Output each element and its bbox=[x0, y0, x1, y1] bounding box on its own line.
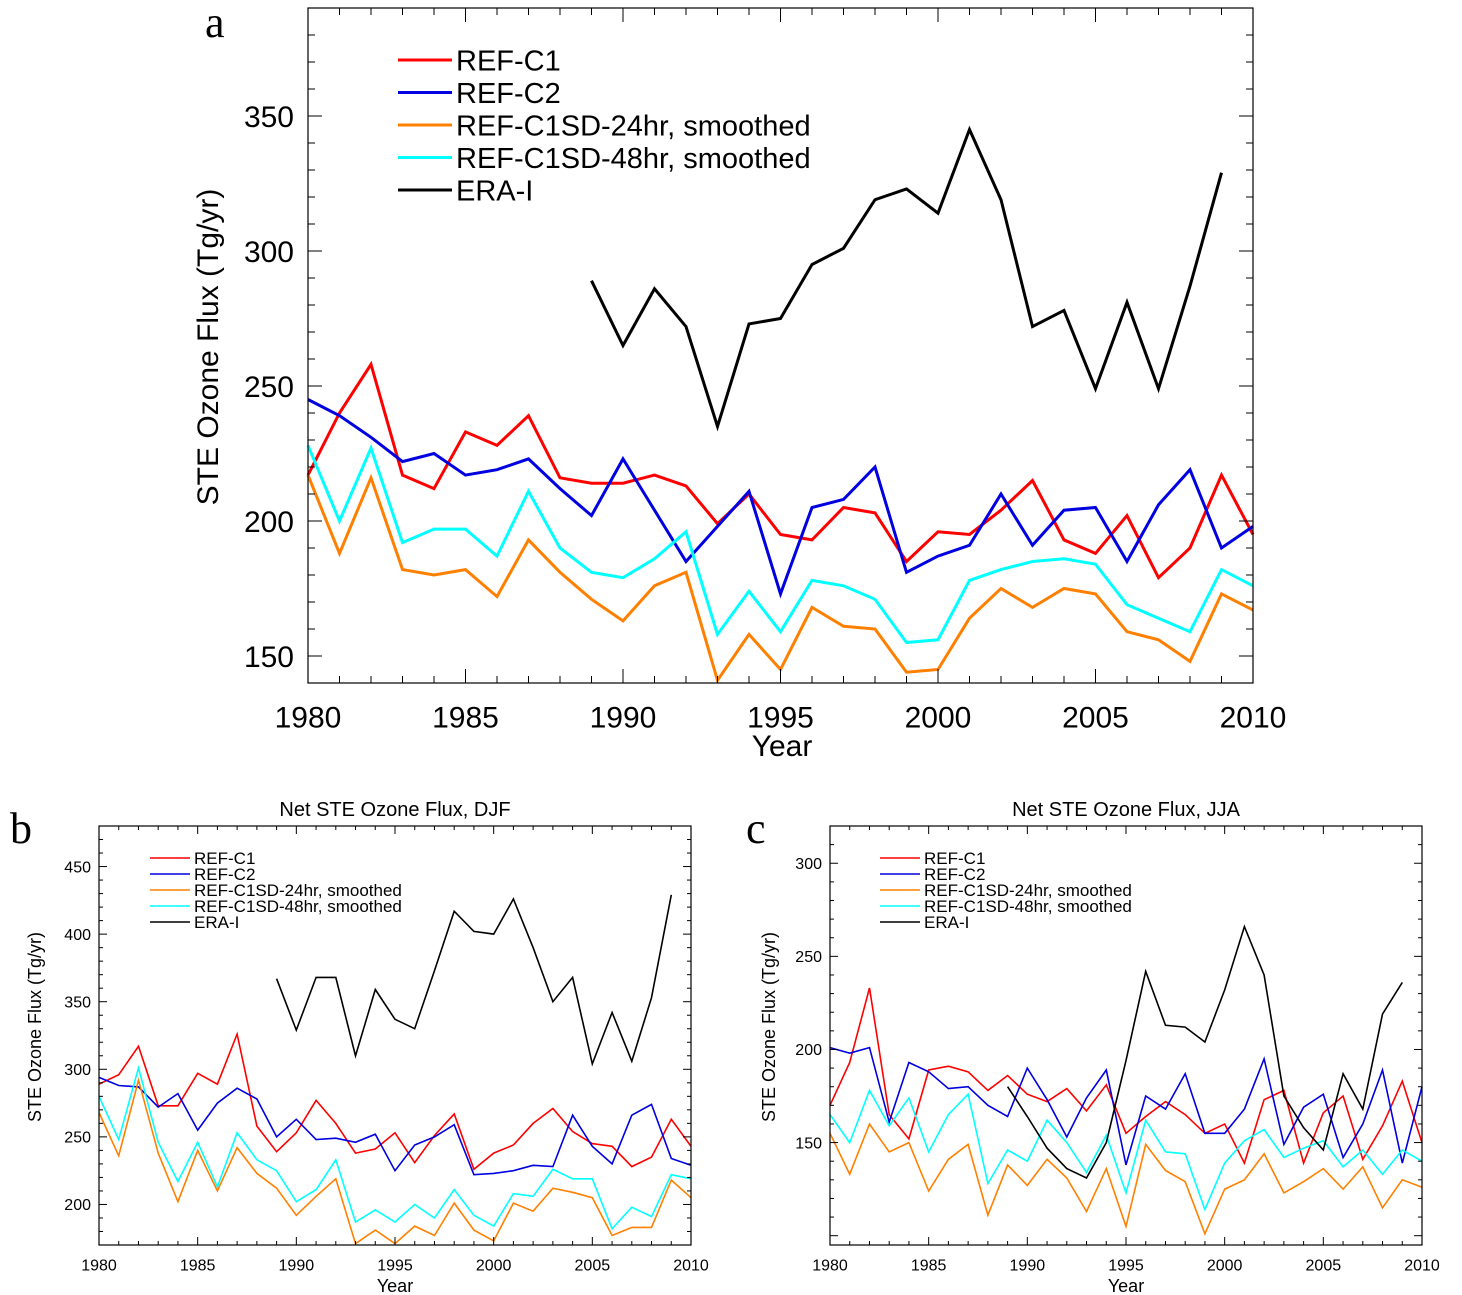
panel-a-series-era-i bbox=[590, 125, 1223, 432]
panel-b-y-tick-label: 450 bbox=[64, 859, 91, 876]
panel-a-y-tick-label: 200 bbox=[244, 506, 294, 539]
panel-a: a Year STE Ozone Flux (Tg/yr) 1980 1985 19… bbox=[192, 0, 1286, 763]
panel-b-series-ref-c1sd-48hr-smoothed bbox=[98, 1064, 692, 1231]
panel-b-xlabel: Year bbox=[377, 1276, 413, 1295]
panel-b-x-tick-label: 1985 bbox=[180, 1258, 216, 1275]
panel-c-title: Net STE Ozone Flux, JJA bbox=[1012, 799, 1241, 821]
panel-c-legend-label: REF-C1 bbox=[924, 849, 985, 868]
panel-b-ylabel: STE Ozone Flux (Tg/yr) bbox=[25, 932, 45, 1122]
panel-b-y-tick-label: 350 bbox=[64, 994, 91, 1011]
panel-b-legend-label: REF-C1SD-24hr, smoothed bbox=[194, 881, 402, 900]
panel-b-y-tick-label: 200 bbox=[64, 1197, 91, 1214]
panel-a-x-tick-label: 1980 bbox=[275, 702, 342, 735]
panel-c-legend-label: REF-C1SD-48hr, smoothed bbox=[924, 897, 1132, 916]
panel-a-ylabel: STE Ozone Flux (Tg/yr) bbox=[192, 189, 225, 506]
panel-b-series-era-i bbox=[275, 894, 673, 1067]
panel-a-x-tick-label: 2010 bbox=[1220, 702, 1287, 735]
panel-c-x-tick-label: 1980 bbox=[812, 1258, 848, 1275]
panel-c-y-tick-label: 250 bbox=[795, 949, 822, 966]
panel-c-y-tick-label: 150 bbox=[795, 1135, 822, 1152]
panel-b-x-tick-label: 2010 bbox=[673, 1258, 709, 1275]
panel-c-x-tick-label: 2005 bbox=[1306, 1258, 1342, 1275]
panel-c-series-ref-c1sd-48hr-smoothed bbox=[829, 1088, 1423, 1212]
panel-a-y-tick-label: 250 bbox=[244, 371, 294, 404]
panel-b-y-tick-label: 300 bbox=[64, 1062, 91, 1079]
panel-b-x-tick-label: 1990 bbox=[279, 1258, 315, 1275]
panel-c-series-ref-c1sd-24hr-smoothed bbox=[829, 1122, 1423, 1236]
panel-c-legend-label: REF-C1SD-24hr, smoothed bbox=[924, 881, 1132, 900]
panel-c-y-tick-label: 300 bbox=[795, 856, 822, 873]
panel-a-legend-label: REF-C1SD-24hr, smoothed bbox=[456, 110, 811, 142]
panel-letter-c: c bbox=[746, 804, 766, 853]
panel-a-series-ref-c1sd-48hr-smoothed bbox=[306, 443, 1254, 645]
panel-a-x-tick-label: 2000 bbox=[905, 702, 972, 735]
panel-b-x-tick-label: 2005 bbox=[575, 1258, 611, 1275]
panel-b-x-tick-label: 2000 bbox=[476, 1258, 512, 1275]
panel-c-x-tick-label: 1995 bbox=[1108, 1258, 1144, 1275]
panel-a-series-ref-c1sd-24hr-smoothed bbox=[306, 473, 1254, 684]
panel-c-legend-label: REF-C2 bbox=[924, 865, 985, 884]
panel-a-y-tick-label: 350 bbox=[244, 101, 294, 134]
panel-b-x-tick-label: 1980 bbox=[81, 1258, 117, 1275]
panel-a-series-ref-c2 bbox=[307, 398, 1254, 599]
panel-b-series-ref-c2 bbox=[98, 1076, 692, 1176]
panel-a-legend-label: REF-C1 bbox=[456, 45, 561, 77]
panel-b-legend-label: REF-C1 bbox=[194, 849, 255, 868]
panel-letter-b: b bbox=[10, 804, 32, 853]
panel-a-xlabel: Year bbox=[752, 730, 813, 763]
panel-b-y-tick-label: 400 bbox=[64, 927, 91, 944]
panel-b-y-tick-label: 250 bbox=[64, 1130, 91, 1147]
panel-letter-a: a bbox=[205, 0, 225, 47]
panel-b-series-ref-c1 bbox=[98, 1031, 692, 1171]
panel-a-y-tick-label: 150 bbox=[244, 641, 294, 674]
panel-c-x-tick-label: 1985 bbox=[911, 1258, 947, 1275]
panel-c-x-tick-label: 1990 bbox=[1010, 1258, 1046, 1275]
panel-c: c Net STE Ozone Flux, JJA Year STE Ozone… bbox=[746, 799, 1440, 1295]
panel-b-x-tick-label: 1995 bbox=[377, 1258, 413, 1275]
panel-b-legend-label: ERA-I bbox=[194, 913, 239, 932]
panel-a-series-ref-c1 bbox=[306, 360, 1255, 581]
panel-c-xlabel: Year bbox=[1108, 1276, 1144, 1295]
panel-c-x-tick-label: 2000 bbox=[1207, 1258, 1243, 1275]
panel-c-legend-label: ERA-I bbox=[924, 913, 969, 932]
panel-b-title: Net STE Ozone Flux, DJF bbox=[279, 799, 510, 821]
panel-a-x-tick-label: 2005 bbox=[1062, 702, 1129, 735]
panel-c-y-tick-label: 200 bbox=[795, 1042, 822, 1059]
panel-b-legend-label: REF-C2 bbox=[194, 865, 255, 884]
panel-a-x-tick-label: 1985 bbox=[432, 702, 499, 735]
panel-b-legend-label: REF-C1SD-48hr, smoothed bbox=[194, 897, 402, 916]
panel-a-x-tick-label: 1990 bbox=[590, 702, 657, 735]
panel-a-y-tick-label: 300 bbox=[244, 236, 294, 269]
panel-c-series-ref-c1 bbox=[829, 987, 1423, 1166]
panel-c-ylabel: STE Ozone Flux (Tg/yr) bbox=[759, 932, 779, 1122]
panel-c-series-ref-c2 bbox=[829, 1046, 1423, 1166]
panel-a-legend-label: REF-C2 bbox=[456, 78, 561, 110]
panel-b: b Net STE Ozone Flux, DJF Year STE Ozone… bbox=[10, 799, 709, 1295]
panel-a-x-tick-label: 1995 bbox=[747, 702, 814, 735]
panel-c-series-era-i bbox=[1006, 924, 1403, 1180]
panel-c-x-tick-label: 2010 bbox=[1404, 1258, 1440, 1275]
panel-a-legend-label: ERA-I bbox=[456, 175, 533, 207]
panel-a-legend-label: REF-C1SD-48hr, smoothed bbox=[456, 143, 811, 175]
